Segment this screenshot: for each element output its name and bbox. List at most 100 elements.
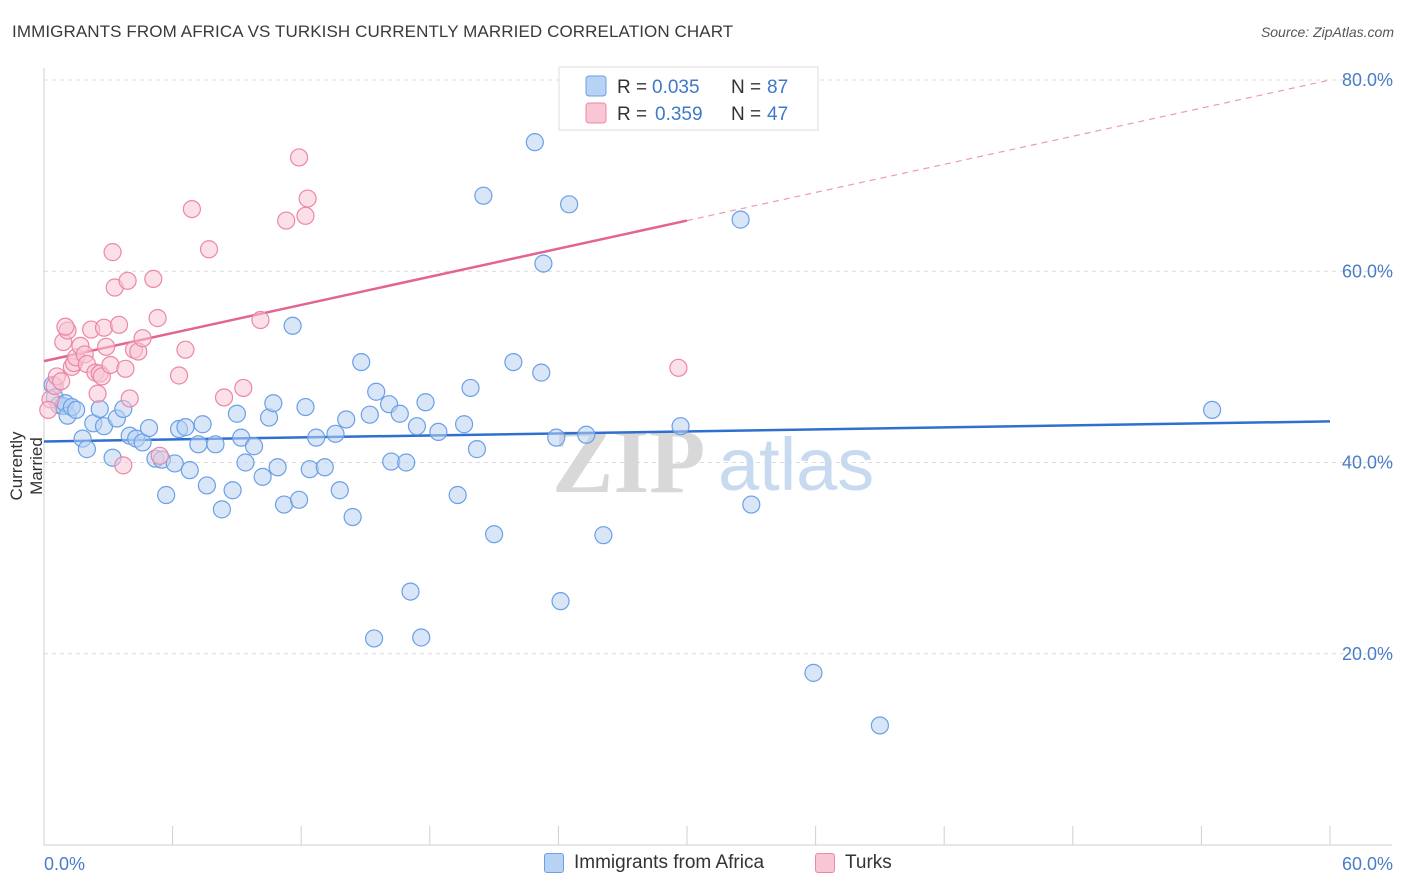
africa-point — [157, 485, 176, 505]
africa-point — [485, 525, 504, 544]
turks-point — [116, 359, 135, 378]
legend-r-value-africa: 0.035 — [652, 77, 700, 98]
africa-point — [448, 485, 467, 505]
africa-point — [416, 393, 435, 412]
turks-point — [94, 318, 114, 337]
turks-point — [97, 337, 116, 356]
legend-item-turks[interactable]: Turks — [815, 852, 892, 874]
africa-point — [283, 316, 302, 335]
africa-point — [268, 458, 287, 477]
africa-point — [253, 467, 272, 486]
africa-point — [474, 186, 493, 205]
africa-point — [364, 629, 384, 648]
africa-point — [165, 454, 184, 473]
turks-point — [251, 310, 270, 330]
axes: 20.0% 40.0% 60.0% 80.0% 0.0% 60.0% — [43, 68, 1393, 874]
africa-point — [367, 382, 386, 401]
turks-point — [52, 372, 71, 391]
africa-point — [804, 663, 823, 682]
legend-item-africa[interactable]: Immigrants from Africa — [544, 852, 764, 874]
turks-point — [88, 384, 107, 403]
data-points — [39, 80, 1222, 735]
africa-point — [577, 425, 596, 444]
africa-point — [525, 133, 544, 152]
turks-point — [114, 456, 133, 475]
africa-point — [551, 592, 570, 611]
africa-point — [330, 481, 349, 500]
legend-n-value-africa: 87 — [767, 77, 788, 98]
turks-point — [118, 271, 137, 290]
africa-point — [296, 397, 315, 417]
africa-point — [504, 352, 523, 372]
africa-point — [343, 507, 362, 527]
africa-point — [547, 428, 566, 447]
africa-point — [454, 415, 474, 434]
x-tick-label: 0.0% — [44, 854, 85, 874]
legend-swatch-icon — [544, 853, 564, 873]
africa-point — [223, 481, 242, 500]
turks-point — [56, 317, 75, 336]
africa-point — [244, 437, 264, 456]
africa-point — [67, 400, 86, 420]
legend-r-value-turks: 0.359 — [655, 104, 703, 125]
legend-label-africa: Immigrants from Africa — [574, 852, 765, 873]
africa-point — [77, 440, 96, 459]
africa-point — [1203, 400, 1222, 420]
turks-point — [101, 355, 120, 375]
africa-point — [180, 461, 199, 480]
chart-title: IMMIGRANTS FROM AFRICA VS TURKISH CURREN… — [12, 22, 734, 41]
watermark-atlas: atlas — [718, 423, 874, 506]
africa-point — [264, 394, 283, 413]
africa-point — [197, 476, 216, 495]
turks-point — [144, 269, 163, 288]
africa-point — [176, 418, 195, 437]
legend-swatch-turks — [585, 102, 607, 124]
africa-point — [236, 453, 255, 472]
y-tick-label: 40.0% — [1342, 453, 1393, 473]
turks-point — [214, 388, 234, 407]
series-legend: Immigrants from Africa Turks — [0, 852, 1406, 878]
africa-point — [227, 404, 246, 423]
turks-point — [109, 315, 129, 334]
africa-point — [594, 526, 613, 545]
africa-point — [326, 424, 345, 443]
turks-point — [39, 400, 58, 420]
africa-point — [671, 417, 690, 436]
africa-point — [337, 410, 356, 429]
turks-point — [133, 329, 152, 348]
y-tick-label: 60.0% — [1342, 261, 1393, 281]
legend-label-turks: Turks — [845, 852, 892, 873]
grid-lines — [44, 79, 1392, 655]
africa-point — [412, 628, 431, 647]
africa-point — [139, 418, 159, 438]
source-label: Source: ZipAtlas.com — [1260, 24, 1394, 40]
legend-n-label-turks: N = — [731, 104, 761, 125]
africa-point — [232, 428, 251, 447]
africa-point — [397, 453, 416, 472]
turks-point — [169, 366, 189, 385]
africa-point — [189, 435, 208, 454]
turks-point — [289, 148, 309, 167]
africa-point — [870, 716, 890, 735]
stats-legend: R = 0.035 N = 87 R = 0.359 N = 47 — [558, 66, 819, 131]
legend-swatch-icon — [815, 853, 835, 873]
africa-point — [742, 495, 761, 514]
africa-point — [307, 428, 326, 447]
legend-n-value-turks: 47 — [767, 104, 788, 125]
turks-point — [120, 389, 139, 408]
africa-point — [90, 399, 109, 419]
legend-r-label-turks: R = — [617, 104, 647, 125]
africa-point — [360, 405, 379, 424]
turks-point — [296, 206, 315, 225]
africa-point — [731, 210, 750, 229]
africa-point — [534, 254, 553, 273]
turks-point — [234, 378, 253, 398]
africa-point — [467, 440, 487, 459]
africa-point — [390, 404, 409, 423]
turks-point — [277, 211, 296, 230]
africa-point — [352, 352, 371, 372]
turks-point — [103, 243, 122, 262]
africa-point — [560, 195, 579, 214]
africa-point — [461, 378, 480, 398]
